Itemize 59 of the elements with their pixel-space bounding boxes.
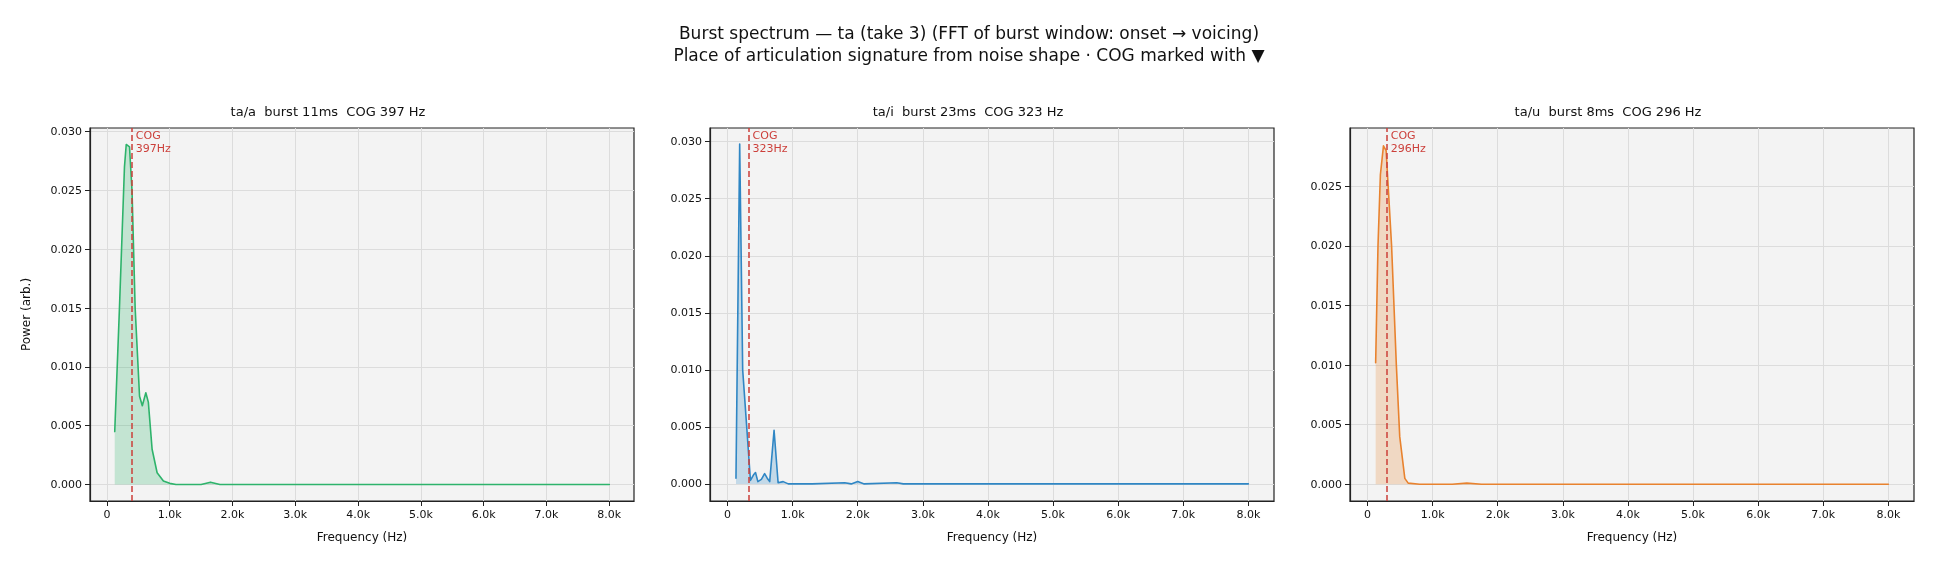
y-tick-label: 0.015 xyxy=(670,306,702,320)
x-tick-label: 3.0k xyxy=(910,508,936,521)
y-tick-label: 0.000 xyxy=(1310,477,1342,491)
x-tick-label: 0 xyxy=(1364,508,1372,521)
y-tick-label: 0.015 xyxy=(1310,299,1342,313)
x-tick-label: 6.0k xyxy=(1746,508,1771,521)
x-tick-label: 6.0k xyxy=(471,508,497,521)
y-axis-title: Power (arb.) xyxy=(19,277,33,352)
x-axis-title: Frequency (Hz) xyxy=(946,530,1038,544)
x-tick-label: 5.0k xyxy=(1041,508,1066,521)
x-axis-title: Frequency (Hz) xyxy=(316,530,408,544)
y-tick-label: 0.030 xyxy=(670,135,702,149)
x-tick-label: 6.0k xyxy=(1106,508,1131,521)
y-tick-label: 0.025 xyxy=(50,183,82,197)
y-tick-label: 0.025 xyxy=(1310,179,1342,193)
y-tick-label: 0.005 xyxy=(50,419,82,433)
ref-line-label: COG 296Hz xyxy=(1390,129,1427,155)
text: Place of articulation signature from noise shape · COG marked with ▼ xyxy=(672,44,1266,66)
y-tick-label: 0.000 xyxy=(50,478,82,492)
x-tick-label: 1.0k xyxy=(1420,508,1446,521)
chart-title: ta/a burst 11ms COG 397 Hz xyxy=(230,104,426,119)
x-tick-label: 4.0k xyxy=(346,508,371,521)
x-tick-label: 0 xyxy=(724,508,732,521)
x-tick-label: 4.0k xyxy=(975,508,1001,521)
y-tick-label: 0.010 xyxy=(670,363,702,377)
text: Burst spectrum — ta (take 3) (FFT of burst window: onset → voicing) xyxy=(677,22,1261,44)
y-tick-label: 0.020 xyxy=(670,249,702,263)
y-tick-label: 0.020 xyxy=(1310,239,1342,253)
x-tick-label: 1.0k xyxy=(157,508,183,521)
x-axis-title: Frequency (Hz) xyxy=(1586,530,1678,544)
y-tick-label: 0.000 xyxy=(670,477,702,491)
chart-title: ta/i burst 23ms COG 323 Hz xyxy=(872,104,1064,119)
y-tick-label: 0.010 xyxy=(1310,358,1342,372)
x-tick-label: 4.0k xyxy=(1615,508,1641,521)
x-tick-label: 2.0k xyxy=(220,508,246,521)
y-tick-label: 0.025 xyxy=(670,192,702,206)
x-tick-label: 7.0k xyxy=(1811,508,1836,521)
x-tick-label: 3.0k xyxy=(283,508,308,521)
y-tick-label: 0.015 xyxy=(50,301,82,315)
y-tick-label: 0.005 xyxy=(1310,418,1342,432)
x-tick-label: 2.0k xyxy=(1485,508,1511,521)
x-tick-label: 1.0k xyxy=(780,508,806,521)
x-tick-label: 2.0k xyxy=(845,508,871,521)
y-tick-label: 0.020 xyxy=(50,242,82,256)
y-tick-label: 0.030 xyxy=(50,125,82,139)
ref-line-label: COG 397Hz xyxy=(135,129,172,155)
chart-title: ta/u burst 8ms COG 296 Hz xyxy=(1514,104,1702,119)
x-tick-label: 3.0k xyxy=(1550,508,1576,521)
x-tick-label: 5.0k xyxy=(1681,508,1706,521)
x-tick-label: 5.0k xyxy=(408,508,434,521)
y-tick-label: 0.005 xyxy=(670,420,702,434)
x-tick-label: 0 xyxy=(103,508,111,521)
x-tick-label: 8.0k xyxy=(597,508,622,521)
x-tick-label: 8.0k xyxy=(1876,508,1901,521)
y-tick-label: 0.010 xyxy=(50,360,82,374)
x-tick-label: 7.0k xyxy=(534,508,560,521)
ref-line-label: COG 323Hz xyxy=(752,129,788,155)
x-tick-label: 7.0k xyxy=(1171,508,1196,521)
x-tick-label: 8.0k xyxy=(1236,508,1261,521)
